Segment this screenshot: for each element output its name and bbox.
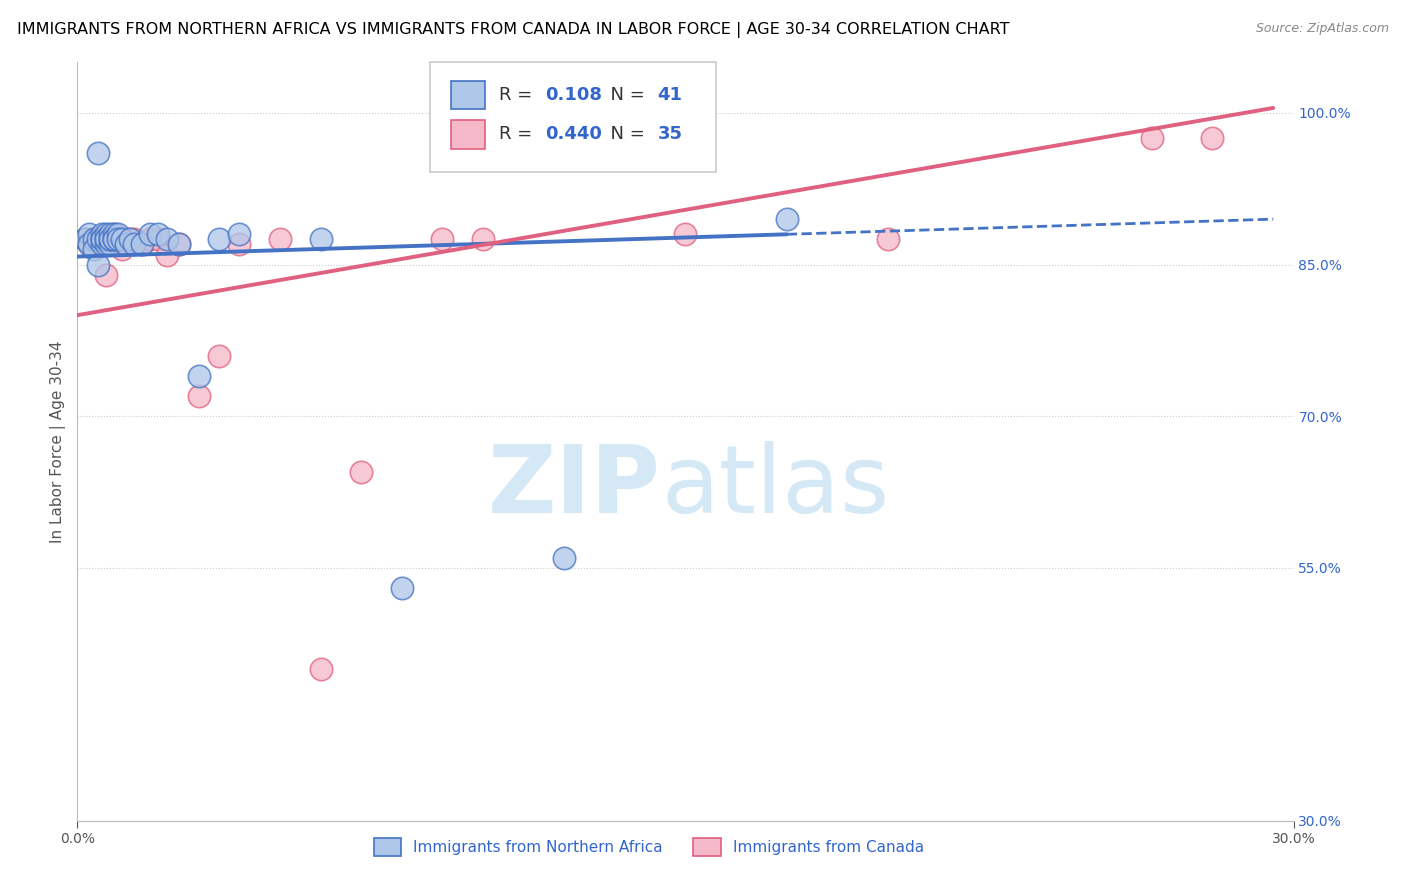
- Point: [118, 232, 141, 246]
- Point: [553, 550, 575, 565]
- Point: [167, 237, 190, 252]
- Point: [208, 349, 231, 363]
- Point: [86, 258, 108, 272]
- Text: N =: N =: [599, 86, 651, 104]
- Point: [86, 146, 108, 161]
- Y-axis label: In Labor Force | Age 30-34: In Labor Force | Age 30-34: [51, 340, 66, 543]
- Point: [122, 237, 145, 252]
- Point: [167, 237, 190, 252]
- Point: [90, 232, 112, 246]
- Point: [94, 232, 117, 246]
- Point: [139, 232, 162, 246]
- Point: [86, 232, 108, 246]
- Point: [115, 232, 138, 246]
- Point: [122, 232, 145, 246]
- Point: [98, 237, 121, 252]
- Point: [94, 232, 117, 246]
- Point: [90, 227, 112, 242]
- Point: [94, 237, 117, 252]
- Point: [111, 243, 134, 257]
- Text: 0.108: 0.108: [546, 86, 603, 104]
- Point: [155, 247, 177, 261]
- Point: [98, 227, 121, 242]
- Point: [90, 237, 112, 252]
- Point: [131, 237, 153, 252]
- Point: [148, 232, 170, 246]
- Bar: [451, 80, 485, 110]
- Point: [75, 232, 97, 246]
- Point: [90, 232, 112, 246]
- Point: [90, 232, 112, 246]
- Point: [75, 232, 97, 246]
- Point: [877, 232, 900, 246]
- Point: [107, 227, 129, 242]
- Point: [228, 237, 250, 252]
- Point: [94, 268, 117, 282]
- Point: [1201, 131, 1223, 145]
- Point: [107, 232, 129, 246]
- Point: [83, 232, 105, 246]
- Point: [107, 237, 129, 252]
- Point: [83, 232, 105, 246]
- Point: [86, 232, 108, 246]
- Point: [139, 227, 162, 242]
- Point: [115, 237, 138, 252]
- Point: [309, 232, 332, 246]
- Point: [103, 227, 125, 242]
- Point: [1140, 131, 1163, 145]
- Point: [79, 227, 101, 242]
- Point: [98, 232, 121, 246]
- Text: N =: N =: [599, 126, 651, 144]
- Point: [269, 232, 291, 246]
- Text: 0.440: 0.440: [546, 126, 602, 144]
- Text: Source: ZipAtlas.com: Source: ZipAtlas.com: [1256, 22, 1389, 36]
- Point: [208, 232, 231, 246]
- Point: [98, 232, 121, 246]
- Point: [350, 465, 373, 479]
- Text: R =: R =: [499, 126, 538, 144]
- FancyBboxPatch shape: [430, 62, 716, 172]
- Point: [103, 232, 125, 246]
- Point: [83, 243, 105, 257]
- Point: [118, 232, 141, 246]
- Point: [131, 237, 153, 252]
- Point: [79, 237, 101, 252]
- Point: [94, 232, 117, 246]
- Point: [94, 227, 117, 242]
- Text: ZIP: ZIP: [488, 441, 661, 533]
- Point: [471, 232, 494, 246]
- Text: 35: 35: [658, 126, 682, 144]
- Point: [776, 212, 799, 227]
- Point: [155, 232, 177, 246]
- Point: [228, 227, 250, 242]
- Point: [309, 662, 332, 676]
- Point: [188, 389, 211, 403]
- Text: IMMIGRANTS FROM NORTHERN AFRICA VS IMMIGRANTS FROM CANADA IN LABOR FORCE | AGE 3: IMMIGRANTS FROM NORTHERN AFRICA VS IMMIG…: [17, 22, 1010, 38]
- Text: R =: R =: [499, 86, 538, 104]
- Point: [430, 232, 453, 246]
- Point: [675, 227, 697, 242]
- Point: [107, 232, 129, 246]
- Point: [90, 237, 112, 252]
- Point: [391, 581, 413, 595]
- Text: 41: 41: [658, 86, 682, 104]
- Point: [86, 237, 108, 252]
- Point: [188, 368, 211, 383]
- Text: atlas: atlas: [661, 441, 890, 533]
- Point: [98, 232, 121, 246]
- Legend: Immigrants from Northern Africa, Immigrants from Canada: Immigrants from Northern Africa, Immigra…: [367, 831, 931, 863]
- Point: [111, 232, 134, 246]
- Point: [98, 237, 121, 252]
- Point: [79, 237, 101, 252]
- Point: [103, 227, 125, 242]
- Point: [103, 232, 125, 246]
- Point: [148, 227, 170, 242]
- Bar: [451, 120, 485, 149]
